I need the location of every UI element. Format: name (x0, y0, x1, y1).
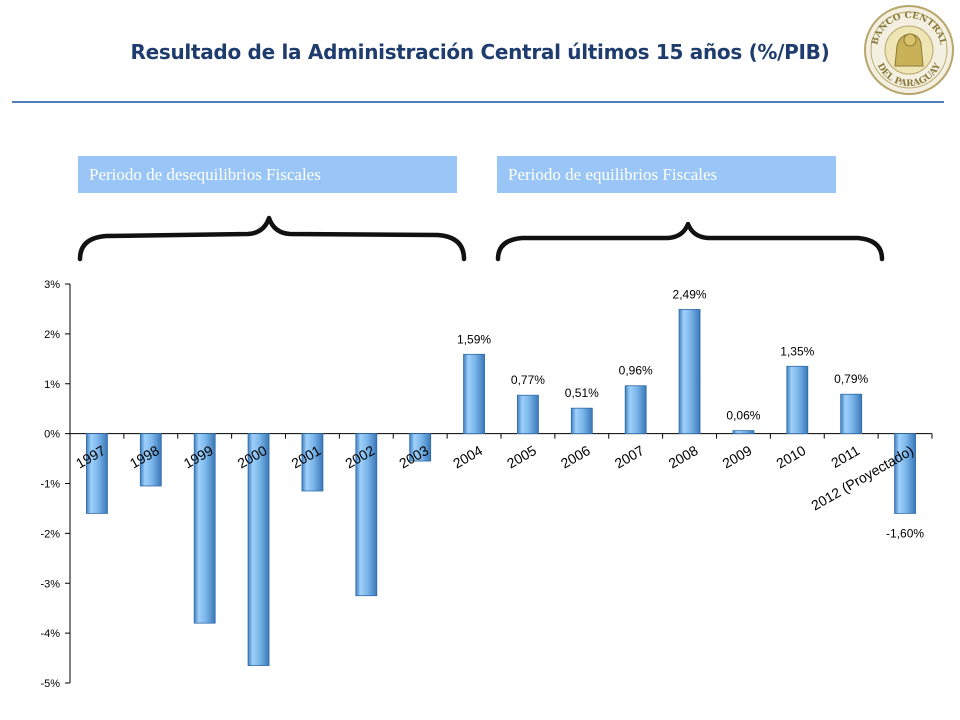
data-label: 0,51% (565, 386, 599, 400)
bar-1999 (193, 433, 216, 624)
x-tick-label: 2009 (720, 442, 755, 472)
data-label: 1,35% (780, 344, 814, 358)
x-tick-label: 2005 (504, 442, 539, 472)
x-tick-label: 2011 (828, 442, 862, 471)
bar-2002 (355, 433, 378, 597)
bar-2009 (732, 430, 755, 435)
bar-2012 (894, 433, 916, 514)
central-bank-seal: BANCO CENTRAL DEL PARAGUAY (864, 5, 954, 95)
y-tick-label: -3% (40, 578, 60, 590)
y-tick-label: -2% (40, 528, 60, 540)
period-imbalance-label: Periodo de desequilibrios Fiscales (78, 156, 457, 193)
y-tick-label: -5% (40, 678, 60, 690)
bar-2003 (409, 433, 432, 462)
y-tick-label: -1% (40, 479, 60, 491)
slide-title: Resultado de la Administración Central ú… (130, 40, 830, 64)
period-balance-label: Periodo de equilibrios Fiscales (497, 156, 836, 193)
x-tick-label: 2008 (666, 442, 701, 472)
bar-1997 (86, 433, 108, 514)
bar-2008 (678, 309, 701, 435)
bar-1998 (139, 433, 162, 487)
data-label: -1,60% (886, 526, 924, 540)
bar-2007 (624, 385, 647, 435)
y-tick-label: 3% (44, 279, 60, 291)
bar-2006 (570, 407, 593, 435)
title-rule (12, 101, 944, 103)
bar-2004 (463, 353, 485, 435)
data-label: 1,59% (457, 332, 491, 346)
data-label: 0,96% (619, 364, 653, 378)
bar-2001 (301, 433, 324, 492)
data-label: 0,79% (834, 372, 868, 386)
bar-2010 (786, 365, 809, 435)
y-tick-label: 0% (44, 429, 60, 441)
y-tick-label: 1% (44, 379, 60, 391)
y-tick-label: 2% (44, 329, 60, 341)
bar-2000 (247, 433, 270, 666)
bar-2011 (840, 393, 863, 435)
data-label: 0,06% (726, 409, 760, 423)
x-tick-label: 2010 (773, 442, 808, 472)
x-tick-label: 2006 (558, 442, 593, 472)
bar-2005 (517, 394, 539, 435)
y-tick-label: -4% (40, 628, 60, 640)
data-label: 2,49% (673, 287, 707, 301)
x-tick-label: 2007 (612, 442, 647, 472)
data-label: 0,77% (511, 373, 545, 387)
x-tick-label: 2004 (450, 442, 485, 472)
